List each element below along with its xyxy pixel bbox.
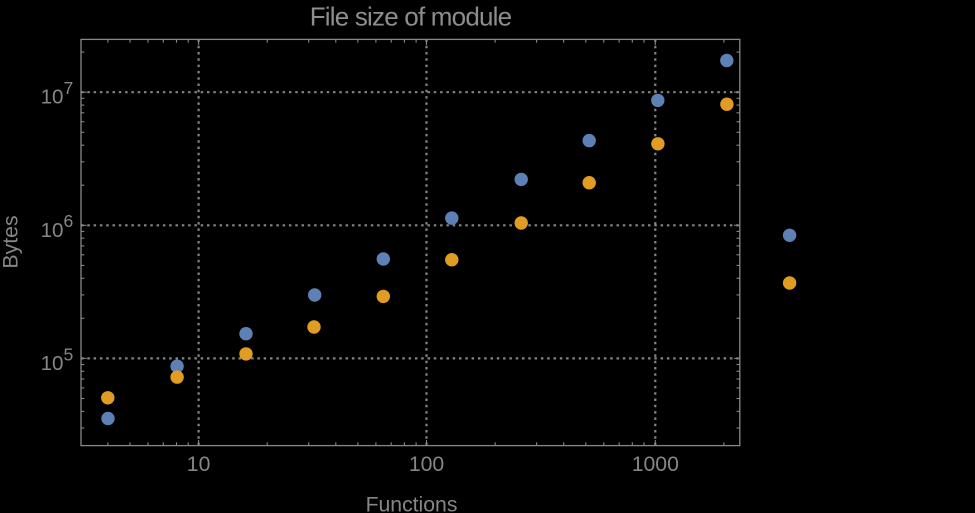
svg-text:Bytes: Bytes — [0, 215, 22, 268]
svg-text:10: 10 — [187, 453, 211, 476]
svg-text:1000: 1000 — [632, 453, 679, 476]
svg-text:100: 100 — [409, 453, 444, 476]
svg-text:File size of module: File size of module — [310, 2, 512, 32]
svg-text:Functions: Functions — [366, 493, 458, 513]
